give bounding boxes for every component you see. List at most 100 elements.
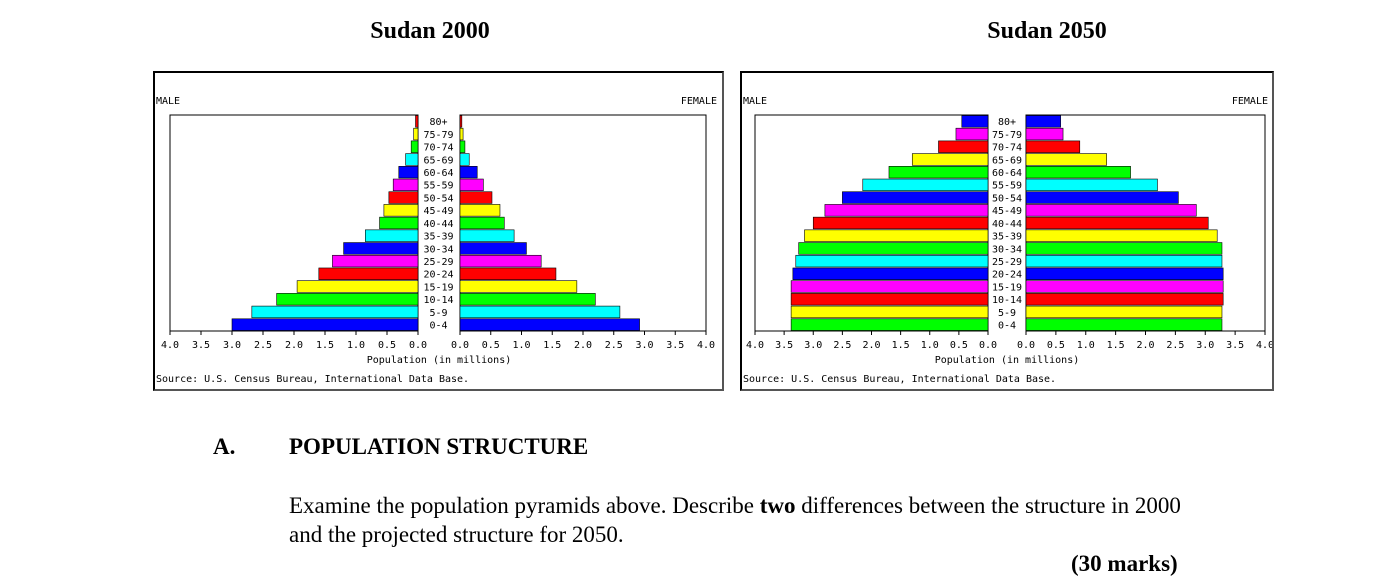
female-bar-50-54 [1025,191,1179,204]
age-label-35-39: 35-39 [992,232,1022,243]
female-bar-70-74 [1025,140,1081,153]
age-label-15-19: 15-19 [423,282,453,293]
female-tick-label: 4.0 [1256,340,1272,351]
male-tick-label: 2.5 [833,340,851,351]
age-label-50-54: 50-54 [423,193,453,204]
male-bar-50-54 [842,191,989,204]
chart-title-2000: Sudan 2000 [370,18,490,44]
source-note: Source: U.S. Census Bureau, Internationa… [156,374,469,385]
male-bar-60-64 [398,166,419,179]
age-label-80+: 80+ [998,117,1016,128]
male-bar-25-29 [795,254,989,268]
male-bar-80+ [415,115,419,128]
male-bar-80+ [961,115,989,128]
male-tick-label: 4.0 [746,340,764,351]
marks-label: (30 marks) [1071,551,1178,576]
male-tick-label: 0.0 [409,340,427,351]
female-bar-80+ [459,115,463,128]
male-bar-30-34 [798,242,989,255]
male-tick-label: 1.5 [892,340,910,351]
female-tick-label: 1.0 [1077,340,1095,351]
male-bar-10-14 [276,293,419,306]
male-bar-70-74 [410,140,419,153]
male-bar-5-9 [790,305,989,319]
question-text: Examine the population pyramids above. D… [289,491,1189,549]
age-label-45-49: 45-49 [992,206,1022,217]
female-bar-75-79 [459,127,464,141]
pyramid-chart-2000: MALE FEMALE 0-4 5-9 10-14 15-19 20-24 25-29 30-3… [153,71,724,391]
female-tick-label: 3.5 [1226,340,1244,351]
male-tick-label: 3.5 [775,340,793,351]
age-label-65-69: 65-69 [423,155,453,166]
male-tick-label: 3.0 [223,340,241,351]
female-bar-40-44 [1025,216,1209,230]
female-bar-30-34 [459,242,527,255]
female-tick-label: 2.0 [574,340,592,351]
pyramid-chart-2050: MALE FEMALE 0-4 5-9 10-14 15-19 20-24 25-29 30-3… [740,71,1274,391]
male-tick-label: 1.0 [347,340,365,351]
male-label: MALE [156,96,180,107]
male-tick-label: 2.0 [862,340,880,351]
age-label-55-59: 55-59 [992,181,1022,192]
age-label-5-9: 5-9 [429,308,447,319]
male-tick-label: 3.0 [804,340,822,351]
female-bar-10-14 [1025,293,1224,306]
female-bar-60-64 [1025,166,1131,179]
male-tick-label: 1.0 [921,340,939,351]
female-bar-45-49 [459,204,501,217]
age-label-40-44: 40-44 [992,219,1022,230]
age-label-35-39: 35-39 [423,232,453,243]
female-bar-55-59 [1025,178,1158,192]
source-note: Source: U.S. Census Bureau, Internationa… [743,374,1056,385]
age-label-65-69: 65-69 [992,155,1022,166]
chart-title-2050: Sudan 2050 [987,18,1107,44]
female-bar-65-69 [459,153,470,166]
male-bar-5-9 [251,305,419,319]
male-bar-60-64 [888,166,989,179]
female-tick-label: 3.0 [1196,340,1214,351]
age-label-25-29: 25-29 [992,257,1022,268]
age-label-20-24: 20-24 [423,270,453,281]
male-bar-25-29 [332,254,419,268]
male-bar-0-4 [790,318,989,331]
female-bar-45-49 [1025,204,1197,217]
female-bar-55-59 [459,178,484,192]
male-tick-label: 1.5 [316,340,334,351]
female-tick-label: 2.5 [1166,340,1184,351]
female-tick-label: 0.5 [482,340,500,351]
male-bar-20-24 [792,267,989,280]
age-label-60-64: 60-64 [992,168,1022,179]
female-bar-35-39 [459,229,515,242]
female-bar-15-19 [1025,280,1224,293]
female-bar-60-64 [459,166,478,179]
female-bar-70-74 [459,140,466,153]
male-bar-75-79 [413,127,419,141]
age-label-80+: 80+ [429,117,447,128]
male-bar-30-34 [343,242,419,255]
female-bar-15-19 [459,280,578,293]
female-bar-5-9 [1025,305,1223,319]
age-label-70-74: 70-74 [992,143,1022,154]
male-label: MALE [743,96,767,107]
female-tick-label: 0.0 [451,340,469,351]
question-text-part-2: differences between the structure in 200… [289,493,1181,547]
male-tick-label: 2.0 [285,340,303,351]
question-text-part-1: Examine the population pyramids above. D… [289,493,760,518]
female-bar-25-29 [1025,254,1223,268]
age-label-25-29: 25-29 [423,257,453,268]
female-bar-30-34 [1025,242,1223,255]
male-bar-70-74 [938,140,989,153]
female-bar-80+ [1025,115,1061,128]
age-label-75-79: 75-79 [423,130,453,141]
female-bar-35-39 [1025,229,1218,242]
age-label-45-49: 45-49 [423,206,453,217]
male-bar-10-14 [790,293,989,306]
female-bar-50-54 [459,191,493,204]
age-label-5-9: 5-9 [998,308,1016,319]
age-label-10-14: 10-14 [992,295,1022,306]
age-label-70-74: 70-74 [423,143,453,154]
age-label-30-34: 30-34 [423,244,453,255]
female-tick-label: 4.0 [697,340,715,351]
female-bar-25-29 [459,254,542,268]
